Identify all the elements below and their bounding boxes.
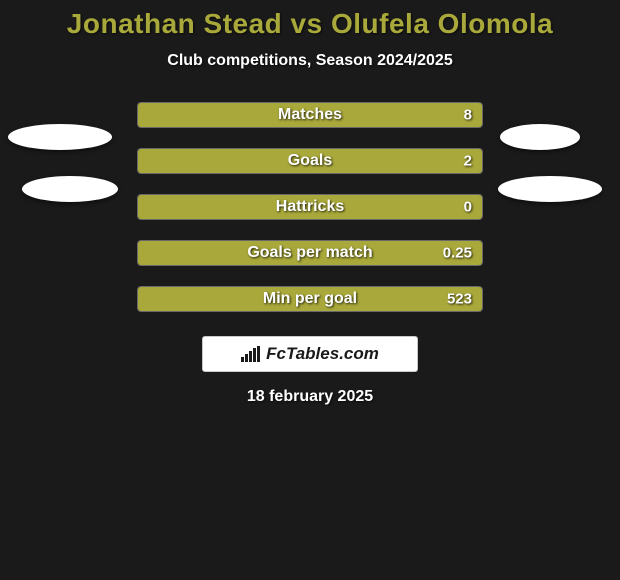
date-text: 18 february 2025 [0, 388, 620, 406]
comparison-infographic: Jonathan Stead vs Olufela Olomola Club c… [0, 0, 620, 580]
stat-value-right: 8 [464, 107, 472, 124]
stat-value-right: 523 [447, 291, 472, 308]
stat-bar-track: Hattricks 0 [137, 194, 483, 220]
stat-value-right: 2 [464, 153, 472, 170]
stat-bar-track: Goals 2 [137, 148, 483, 174]
bar-chart-icon [241, 346, 260, 362]
stat-label: Matches [278, 106, 342, 124]
logo-text: FcTables.com [266, 344, 379, 364]
stat-value-right: 0 [464, 199, 472, 216]
stat-row: Hattricks 0 [0, 194, 620, 220]
stat-bar-track: Goals per match 0.25 [137, 240, 483, 266]
stat-bar-track: Matches 8 [137, 102, 483, 128]
stat-row: Matches 8 [0, 102, 620, 128]
stat-bar-track: Min per goal 523 [137, 286, 483, 312]
page-title: Jonathan Stead vs Olufela Olomola [0, 0, 620, 40]
stat-row: Goals per match 0.25 [0, 240, 620, 266]
stat-row: Goals 2 [0, 148, 620, 174]
stat-value-right: 0.25 [443, 245, 472, 262]
stat-label: Goals [288, 152, 332, 170]
fctables-logo: FcTables.com [202, 336, 418, 372]
stat-label: Min per goal [263, 290, 357, 308]
stat-label: Hattricks [276, 198, 344, 216]
stat-label: Goals per match [247, 244, 372, 262]
stat-row: Min per goal 523 [0, 286, 620, 312]
subtitle: Club competitions, Season 2024/2025 [0, 52, 620, 70]
